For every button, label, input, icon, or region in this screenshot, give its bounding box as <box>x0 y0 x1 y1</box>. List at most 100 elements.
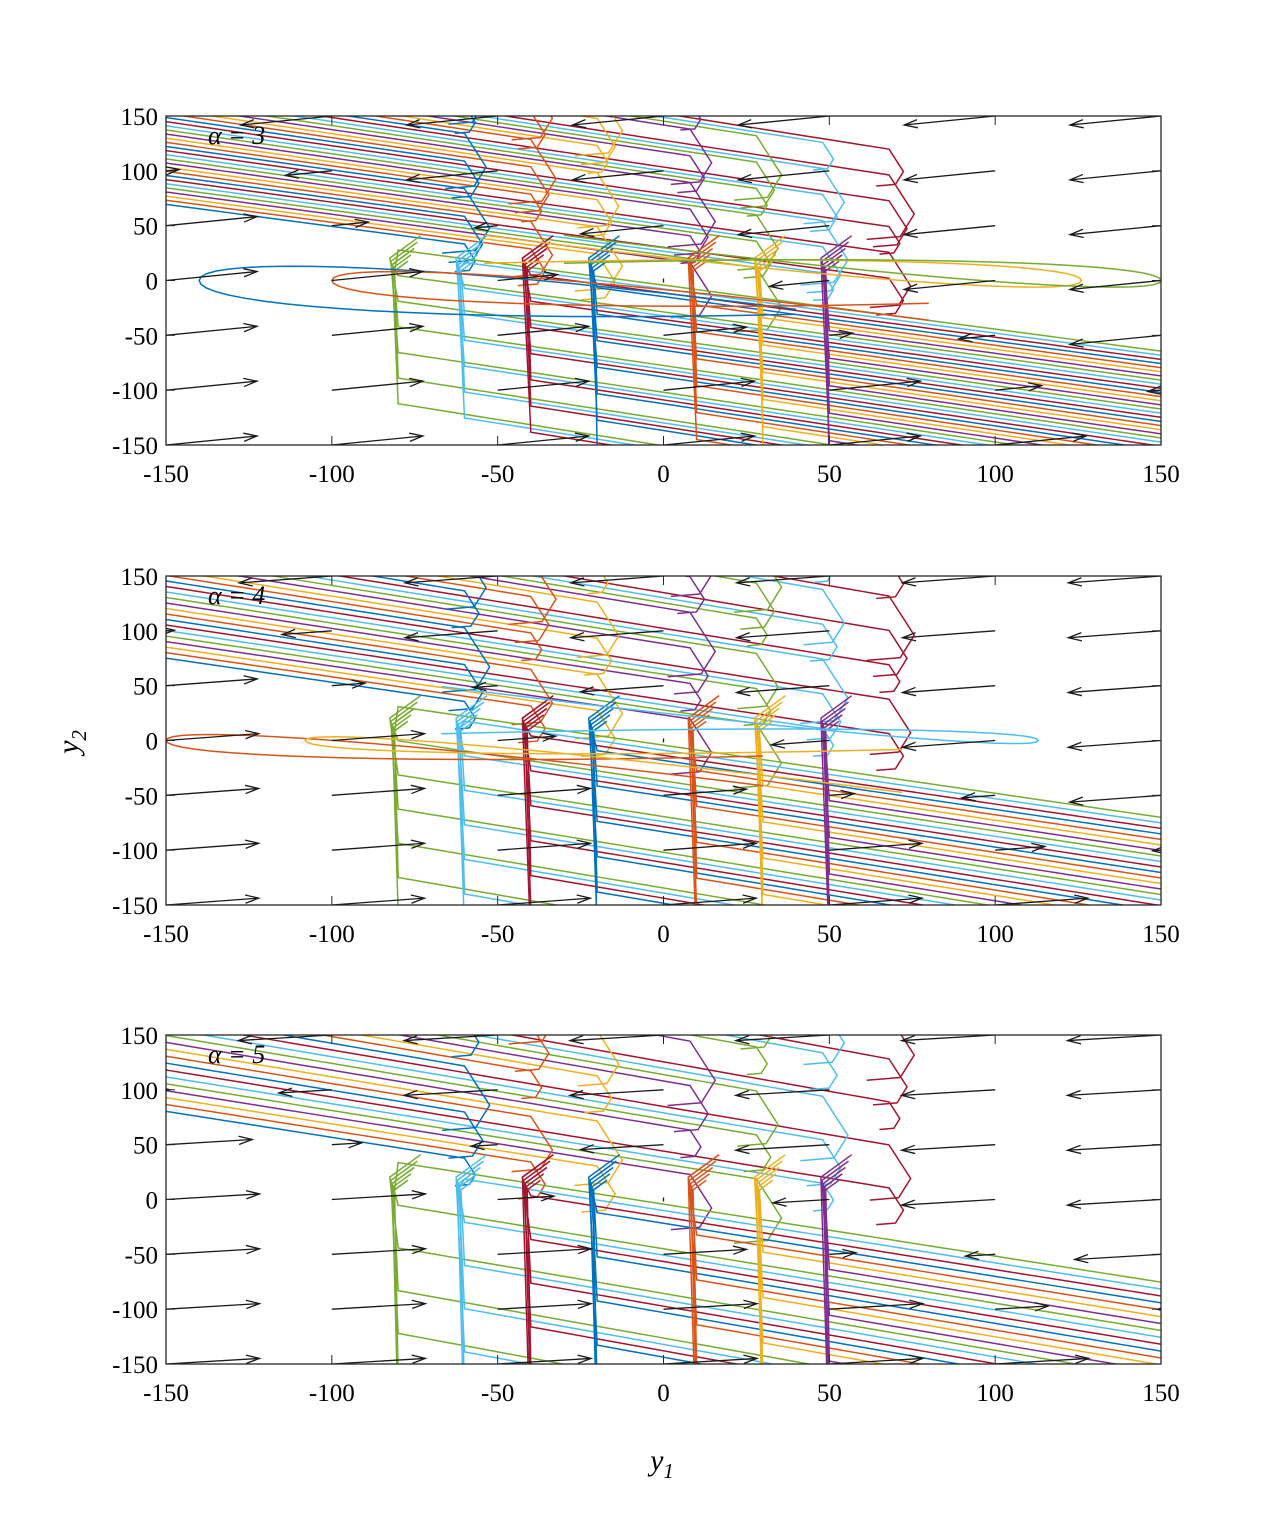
quiver-arrow-head <box>576 894 593 904</box>
trajectory <box>522 701 927 905</box>
trajectory <box>396 116 609 174</box>
quiver-arrow <box>1067 1089 1161 1097</box>
trajectory <box>178 116 550 214</box>
quiver-arrow-head <box>1074 1354 1091 1364</box>
quiver-arrow-head <box>743 1354 760 1364</box>
trajectory <box>525 254 1161 419</box>
trajectory <box>166 203 477 273</box>
quiver-arrow-head <box>283 169 300 179</box>
trajectory <box>448 116 478 125</box>
trajectory <box>497 576 769 647</box>
trajectory <box>166 1083 783 1244</box>
x-tick-label: 0 <box>657 1380 670 1407</box>
quiver-arrow-head <box>963 1250 980 1261</box>
trajectory <box>876 576 905 600</box>
quiver-arrow-head <box>472 221 489 232</box>
quiver-arrow <box>572 116 664 126</box>
quiver-arrow-head <box>243 213 260 223</box>
trajectory <box>652 1035 717 1107</box>
y-tick-label: 0 <box>146 269 159 296</box>
quiver-arrow <box>497 1302 592 1310</box>
trajectory <box>821 241 1161 406</box>
trajectory-loop <box>166 733 764 787</box>
quiver-arrow <box>166 435 258 445</box>
trajectory <box>166 166 624 292</box>
x-axis-label-main: y <box>647 1444 664 1477</box>
trajectory <box>393 260 837 445</box>
trajectory <box>756 707 1161 885</box>
trajectory <box>524 247 786 445</box>
y-tick-labels-alpha-5: 150 100 50 0 -50 -100 -150 <box>112 1023 158 1379</box>
trajectory <box>689 247 914 445</box>
quiver-arrow <box>1068 576 1161 584</box>
quiver-arrow-head <box>901 173 919 184</box>
trajectory <box>166 1062 484 1159</box>
quiver-arrow-head <box>245 1189 262 1200</box>
quiver-arrow <box>1069 225 1161 236</box>
quiver-arrow <box>331 787 425 796</box>
trajectory <box>460 720 1161 901</box>
quiver-arrow <box>995 384 1042 391</box>
quiver-alpha-5 <box>166 1035 1161 1364</box>
trajectory <box>465 576 717 678</box>
y-tick-label: 150 <box>121 564 159 591</box>
quiver-arrow-head <box>1222 896 1236 904</box>
quiver-arrow <box>663 897 757 905</box>
quiver-arrow-head <box>411 1244 428 1255</box>
quiver-arrow-head <box>243 268 260 278</box>
trajectory <box>687 1154 720 1364</box>
quiver-arrow-head <box>404 173 421 184</box>
quiver-arrow-head <box>906 432 923 443</box>
quiver-arrow-head <box>733 1035 750 1045</box>
quiver-arrow <box>1067 1144 1161 1151</box>
trajectory <box>521 1154 554 1364</box>
trajectory <box>521 1154 1161 1345</box>
trajectory <box>721 1035 838 1091</box>
trajectory <box>318 1035 543 1100</box>
quiver-arrow-head <box>909 1299 926 1310</box>
trajectory <box>455 235 994 445</box>
quiver-arrow <box>285 170 332 177</box>
trajectory <box>688 241 1161 427</box>
quiver-arrow-head <box>576 839 593 849</box>
quiver-arrow-head <box>404 118 421 129</box>
trajectory <box>590 247 1161 423</box>
trajectory <box>166 1048 624 1187</box>
quiver-arrow <box>497 735 556 742</box>
trajectory <box>393 1161 1161 1283</box>
trajectory <box>401 576 550 644</box>
quiver-arrow-head <box>236 1035 253 1045</box>
quiver-arrow <box>1067 1035 1161 1042</box>
quiver-arrow-head <box>408 322 426 333</box>
quiver-arrow <box>497 325 589 336</box>
trajectory <box>521 235 1161 390</box>
quiver-arrow <box>995 1305 1049 1310</box>
trajectory <box>301 576 849 725</box>
trajectory <box>166 646 617 758</box>
x-axis-label: y1 <box>647 1444 674 1483</box>
quiver-arrow <box>1067 1198 1161 1206</box>
y-tick-label: -150 <box>112 1352 158 1379</box>
trajectory <box>670 576 712 598</box>
quiver-arrow-head <box>401 1035 418 1045</box>
quiver-arrow-head <box>411 1189 428 1200</box>
quiver-arrow-head <box>767 280 784 290</box>
trajectory <box>133 829 834 993</box>
trajectory <box>391 247 1161 381</box>
trajectory <box>755 701 783 905</box>
quiver-arrow-head <box>1065 1199 1082 1210</box>
ticks-alpha-3 <box>165 115 1162 446</box>
quiver-arrow <box>663 435 755 445</box>
quiver-arrow <box>166 1302 260 1310</box>
trajectory <box>753 695 1060 905</box>
trajectory <box>692 720 863 905</box>
quiver-arrow <box>829 1302 923 1310</box>
quiver-arrow <box>404 1035 498 1042</box>
quiver-arrow-head <box>899 1144 916 1155</box>
quiver-arrow <box>736 576 830 584</box>
quiver-arrow <box>736 630 830 639</box>
quiver-arrow <box>572 170 664 181</box>
trajectory <box>692 1179 707 1364</box>
trajectory <box>821 1160 1120 1364</box>
y-tick-label: 0 <box>146 1188 159 1215</box>
